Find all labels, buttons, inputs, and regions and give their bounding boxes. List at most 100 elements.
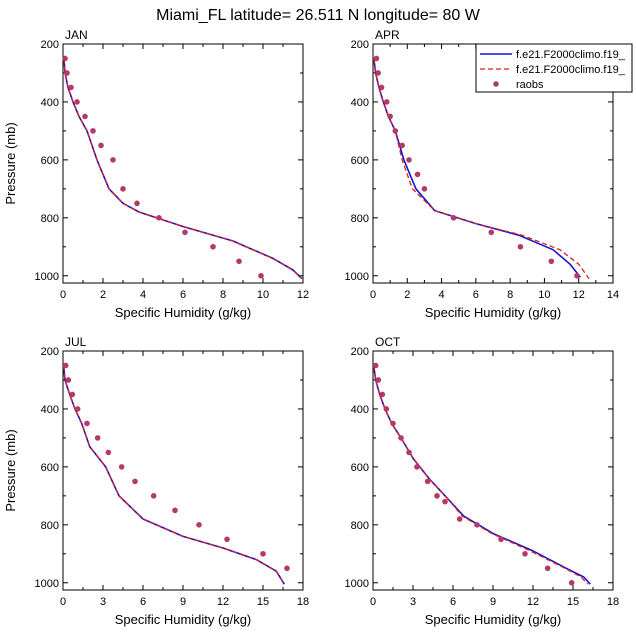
x-tick-label: 18 bbox=[607, 596, 619, 608]
y-tick-label: 600 bbox=[351, 155, 369, 167]
raobs-point bbox=[90, 128, 96, 134]
x-tick-label: 12 bbox=[217, 596, 229, 608]
x-axis-label: Specific Humidity (g/kg) bbox=[425, 612, 562, 627]
raobs-point bbox=[132, 478, 138, 485]
y-tick-label: 200 bbox=[351, 346, 369, 358]
raobs-point bbox=[522, 550, 528, 557]
raobs-point bbox=[378, 84, 385, 91]
x-tick-label: 18 bbox=[297, 596, 309, 608]
raobs-point bbox=[383, 406, 390, 412]
x-tick-label: 2 bbox=[404, 289, 410, 301]
raobs-point bbox=[74, 99, 80, 105]
raobs-point bbox=[74, 406, 81, 412]
raobs-point bbox=[548, 258, 555, 265]
y-axis-label: Pressure (mb) bbox=[3, 122, 18, 204]
panel-label: JUL bbox=[65, 335, 87, 349]
raobs-point bbox=[172, 507, 178, 514]
raobs-point bbox=[260, 550, 266, 557]
raobs-point bbox=[210, 243, 216, 250]
x-tick-label: 6 bbox=[473, 289, 479, 301]
raobs-point bbox=[474, 522, 480, 528]
raobs-point bbox=[434, 493, 440, 499]
raobs-point bbox=[98, 142, 104, 149]
raobs-point bbox=[421, 186, 428, 192]
raobs-point bbox=[387, 113, 393, 120]
y-tick-label: 400 bbox=[41, 97, 59, 109]
y-tick-label: 1000 bbox=[35, 578, 59, 590]
raobs-series bbox=[62, 55, 264, 279]
raobs-point bbox=[62, 362, 69, 369]
y-axis-label: Pressure (mb) bbox=[3, 429, 18, 511]
raobs-point bbox=[118, 464, 125, 470]
x-axis-label: Specific Humidity (g/kg) bbox=[115, 305, 252, 320]
raobs-point bbox=[64, 70, 70, 76]
model-line-dashed bbox=[373, 365, 589, 585]
raobs-point bbox=[182, 229, 188, 236]
model-line-dashed bbox=[63, 58, 303, 280]
x-tick-label: 4 bbox=[439, 289, 445, 301]
model-line-solid bbox=[62, 365, 285, 585]
legend-label: raobs bbox=[516, 79, 544, 91]
y-tick-label: 600 bbox=[41, 462, 59, 474]
x-tick-label: 8 bbox=[507, 289, 513, 301]
raobs-point bbox=[498, 536, 504, 543]
raobs-point bbox=[574, 272, 580, 279]
x-tick-label: 6 bbox=[180, 289, 186, 301]
raobs-point bbox=[544, 565, 551, 572]
legend: f.e21.F2000climo.f19_ f.e21.F2000climo.f1… bbox=[475, 43, 633, 93]
panel-label: JAN bbox=[65, 28, 88, 42]
x-tick-label: 2 bbox=[100, 289, 106, 301]
raobs-point bbox=[69, 391, 76, 398]
y-tick-label: 800 bbox=[351, 213, 369, 225]
raobs-point bbox=[105, 449, 112, 456]
raobs-point bbox=[488, 229, 495, 236]
raobs-series bbox=[373, 55, 580, 279]
x-tick-label: 15 bbox=[567, 596, 579, 608]
plot-frame bbox=[62, 350, 304, 591]
model-line-solid bbox=[373, 58, 582, 278]
x-tick-label: 12 bbox=[527, 596, 539, 608]
raobs-point bbox=[196, 522, 202, 528]
y-tick-label: 200 bbox=[41, 39, 59, 51]
panel-label: APR bbox=[375, 28, 400, 42]
raobs-point bbox=[373, 55, 380, 62]
raobs-point bbox=[442, 498, 448, 505]
raobs-point bbox=[110, 157, 116, 163]
x-tick-label: 9 bbox=[180, 596, 186, 608]
raobs-point bbox=[236, 258, 242, 265]
raobs-point bbox=[414, 464, 420, 470]
raobs-point bbox=[398, 435, 404, 441]
y-tick-label: 400 bbox=[41, 404, 59, 416]
raobs-point bbox=[372, 362, 379, 369]
x-tick-label: 15 bbox=[257, 596, 269, 608]
raobs-point bbox=[383, 99, 390, 105]
legend-label: f.e21.F2000climo.f19_ bbox=[516, 64, 626, 76]
y-tick-label: 600 bbox=[41, 155, 59, 167]
raobs-point bbox=[390, 420, 396, 427]
raobs-point bbox=[284, 565, 290, 572]
raobs-point bbox=[62, 55, 68, 62]
y-tick-label: 400 bbox=[351, 404, 369, 416]
panel-jul: JUL 0 3 6 9 12 15 18 200 400 600 800 1000 Specific Hu… bbox=[3, 335, 309, 627]
raobs-point bbox=[399, 142, 405, 149]
raobs-point bbox=[68, 84, 74, 91]
x-tick-label: 9 bbox=[490, 596, 496, 608]
raobs-point bbox=[406, 449, 412, 456]
x-tick-label: 12 bbox=[297, 289, 309, 301]
panel-label: OCT bbox=[375, 335, 401, 349]
legend-label: f.e21.F2000climo.f19_ bbox=[516, 49, 626, 61]
raobs-point bbox=[375, 377, 382, 383]
raobs-point bbox=[258, 272, 264, 279]
y-tick-label: 1000 bbox=[35, 271, 59, 283]
y-tick-label: 200 bbox=[351, 39, 369, 51]
model-line-dashed bbox=[63, 365, 285, 585]
x-tick-label: 3 bbox=[100, 596, 106, 608]
raobs-point bbox=[84, 420, 90, 427]
panel-oct: OCT 0 3 6 9 12 15 18 200 400 600 800 1000 Specific Hu… bbox=[345, 335, 620, 627]
x-tick-label: 6 bbox=[140, 596, 146, 608]
raobs-point bbox=[424, 478, 431, 485]
raobs-point bbox=[65, 377, 72, 383]
x-tick-label: 0 bbox=[370, 596, 376, 608]
